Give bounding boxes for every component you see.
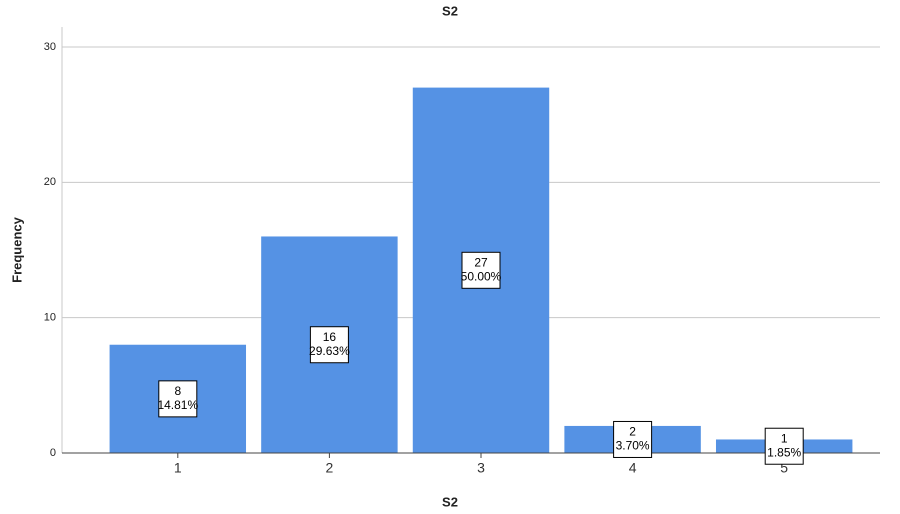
y-tick-label: 20 xyxy=(44,176,56,188)
data-label: 1 xyxy=(781,431,788,445)
data-label-box xyxy=(309,326,349,364)
data-label: 16 xyxy=(323,330,337,344)
data-label-percent: 29.63% xyxy=(309,344,350,358)
data-label-box xyxy=(461,251,501,289)
data-label: 8 xyxy=(174,384,181,398)
y-tick-label: 30 xyxy=(44,41,56,53)
y-tick-label: 10 xyxy=(44,312,56,324)
data-label-box xyxy=(158,380,198,418)
x-tick-label: 2 xyxy=(326,460,334,476)
chart-title: S2 xyxy=(442,3,458,18)
x-tick-label: 1 xyxy=(174,460,182,476)
x-tick-label: 5 xyxy=(780,460,788,476)
data-label-percent: 50.00% xyxy=(461,269,502,283)
data-label: 27 xyxy=(474,255,488,269)
x-tick-label: 3 xyxy=(477,460,485,476)
y-tick-label: 0 xyxy=(50,447,56,459)
x-axis-label: S2 xyxy=(442,494,458,509)
y-axis-label: Frequency xyxy=(9,216,24,283)
data-label-percent: 1.85% xyxy=(767,445,801,459)
data-label-percent: 3.70% xyxy=(616,439,650,453)
data-label-percent: 14.81% xyxy=(157,398,198,412)
data-label-box xyxy=(764,427,804,465)
data-label-box xyxy=(613,420,653,458)
data-label: 2 xyxy=(629,425,636,439)
x-tick-label: 4 xyxy=(629,460,637,476)
